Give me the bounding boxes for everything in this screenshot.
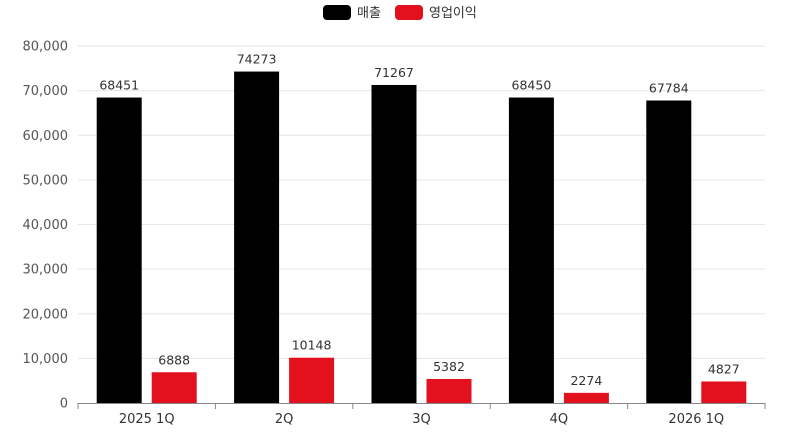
legend: 매출 영업이익 (323, 5, 477, 21)
y-tick-label: 10,000 (23, 352, 69, 367)
y-tick-label: 30,000 (23, 263, 69, 278)
data-label: 74273 (237, 52, 277, 67)
bar-operating-profit (426, 378, 472, 403)
y-tick-label: 20,000 (23, 307, 69, 322)
y-tick-label: 0 (60, 397, 68, 412)
y-tick-label: 70,000 (23, 84, 69, 99)
data-label: 10148 (292, 338, 332, 353)
bar-operating-profit (151, 372, 197, 403)
legend-swatch (323, 5, 351, 20)
x-tick-label: 2025 1Q (119, 412, 175, 427)
x-tick-label: 4Q (550, 412, 569, 427)
gridlines (78, 45, 765, 359)
bar-operating-profit (289, 357, 335, 403)
bar-revenue (96, 97, 142, 403)
x-tick-label: 2026 1Q (668, 412, 724, 427)
bar-operating-profit (563, 392, 609, 403)
data-label: 6888 (158, 352, 190, 367)
y-tick-label: 60,000 (23, 129, 69, 144)
bars (96, 71, 747, 404)
x-axis: 2025 1Q 2Q 3Q 4Q 2026 1Q (77, 403, 766, 427)
y-tick-label: 80,000 (23, 40, 69, 55)
y-tick-label: 50,000 (23, 173, 69, 188)
bar-revenue (371, 84, 417, 404)
data-label: 2274 (570, 373, 602, 388)
data-label: 68450 (512, 78, 552, 93)
bar-operating-profit (701, 381, 747, 403)
x-tick-label: 3Q (412, 412, 431, 427)
bar-revenue (508, 97, 554, 404)
data-label: 71267 (374, 65, 414, 80)
data-label: 5382 (433, 359, 465, 374)
y-axis-ticks: 0 10,000 20,000 30,000 40,000 50,000 60,000 70,… (23, 40, 69, 412)
y-tick-label: 40,000 (23, 218, 69, 233)
data-label: 68451 (99, 78, 139, 93)
legend-label: 영업이익 (429, 6, 477, 21)
bar-revenue (646, 100, 692, 403)
data-labels: 68451 6888 74273 10148 71267 5382 68450 2274 677… (99, 52, 739, 388)
data-label: 67784 (649, 81, 689, 96)
data-label: 4827 (708, 361, 740, 376)
bar-revenue (234, 71, 280, 404)
legend-swatch (395, 5, 423, 20)
legend-label: 매출 (357, 6, 381, 21)
x-tick-label: 2Q (275, 412, 294, 427)
